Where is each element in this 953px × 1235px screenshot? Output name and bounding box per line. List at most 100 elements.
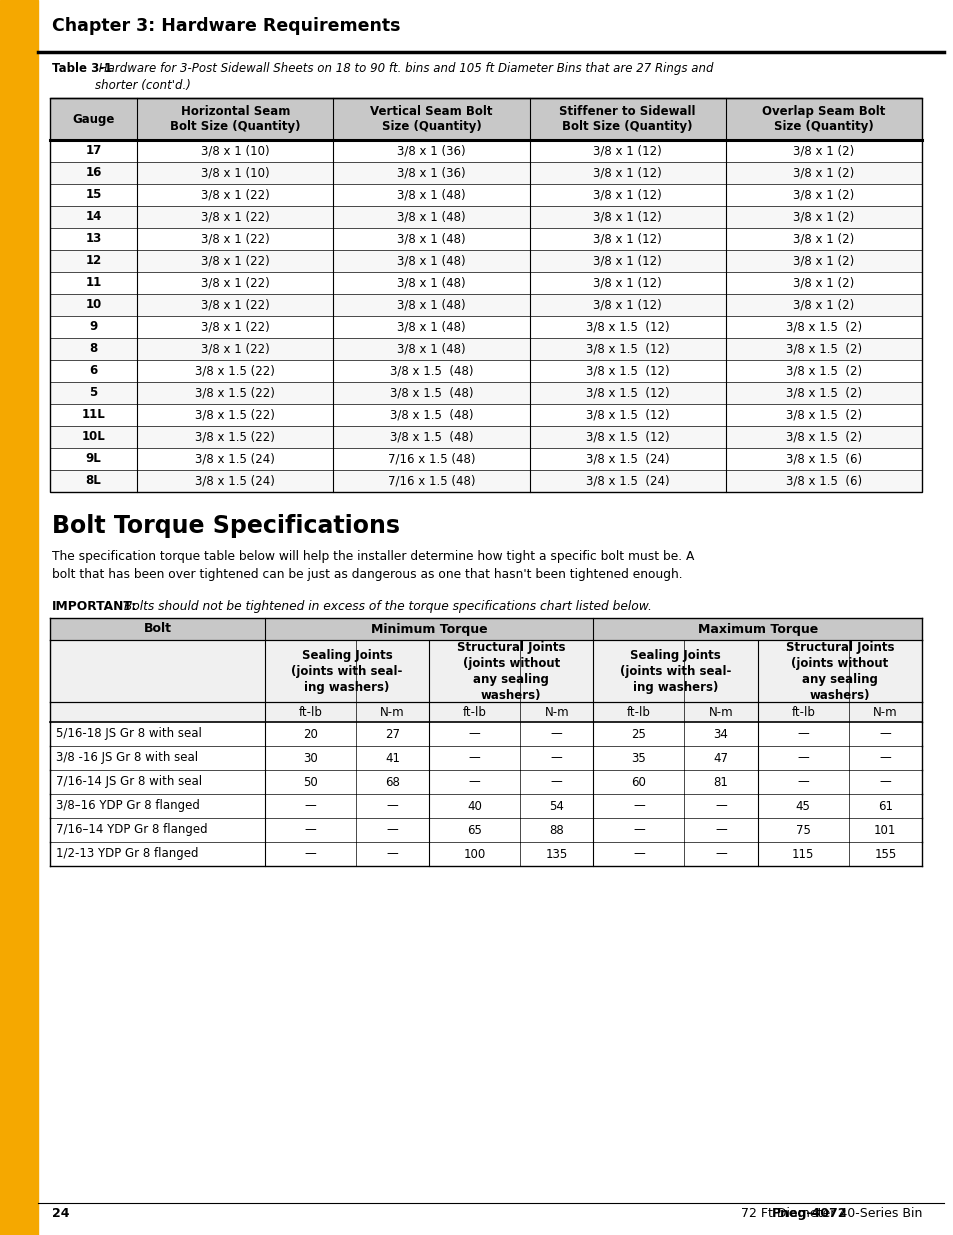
Text: 3/8 x 1.5  (48): 3/8 x 1.5 (48): [390, 409, 473, 421]
Text: —: —: [550, 776, 562, 788]
Bar: [50, 794, 921, 818]
Bar: [50, 272, 921, 294]
Text: 1/2-13 YDP Gr 8 flanged: 1/2-13 YDP Gr 8 flanged: [56, 847, 198, 861]
Text: —: —: [633, 799, 644, 813]
Text: 3/8–16 YDP Gr 8 flanged: 3/8–16 YDP Gr 8 flanged: [56, 799, 200, 813]
Text: 3/8 x 1 (2): 3/8 x 1 (2): [793, 144, 854, 158]
Text: The specification torque table below will help the installer determine how tight: The specification torque table below wil…: [52, 550, 694, 580]
Text: —: —: [468, 752, 480, 764]
Text: 10L: 10L: [82, 431, 106, 443]
Text: 101: 101: [873, 824, 896, 836]
Text: 3/8 x 1 (22): 3/8 x 1 (22): [201, 342, 270, 356]
Bar: [50, 640, 921, 701]
Text: —: —: [797, 752, 808, 764]
Text: 3/8 x 1 (48): 3/8 x 1 (48): [396, 232, 465, 246]
Text: —: —: [879, 727, 890, 741]
Text: 3/8 x 1 (12): 3/8 x 1 (12): [593, 277, 661, 289]
Text: Minimum Torque: Minimum Torque: [371, 622, 487, 636]
Text: 3/8 x 1 (2): 3/8 x 1 (2): [793, 232, 854, 246]
Text: ft-lb: ft-lb: [626, 705, 650, 719]
Text: 47: 47: [713, 752, 728, 764]
Text: —: —: [468, 776, 480, 788]
Bar: [50, 162, 921, 184]
Bar: [50, 746, 921, 769]
Text: —: —: [633, 847, 644, 861]
Text: 3/8 x 1 (2): 3/8 x 1 (2): [793, 167, 854, 179]
Text: 3/8 x 1.5 (24): 3/8 x 1.5 (24): [195, 474, 275, 488]
Bar: [50, 98, 921, 140]
Text: 3/8 x 1.5  (24): 3/8 x 1.5 (24): [585, 452, 669, 466]
Text: 3/8 -16 JS Gr 8 with seal: 3/8 -16 JS Gr 8 with seal: [56, 752, 198, 764]
Text: IMPORTANT:: IMPORTANT:: [52, 600, 137, 613]
Text: 25: 25: [631, 727, 646, 741]
Text: —: —: [304, 824, 315, 836]
Text: N-m: N-m: [544, 705, 569, 719]
Text: 3/8 x 1.5  (12): 3/8 x 1.5 (12): [585, 409, 669, 421]
Text: ft-lb: ft-lb: [790, 705, 814, 719]
Text: 3/8 x 1 (12): 3/8 x 1 (12): [593, 167, 661, 179]
Text: 3/8 x 1 (10): 3/8 x 1 (10): [201, 167, 270, 179]
Text: 5: 5: [90, 387, 97, 399]
Text: —: —: [386, 799, 398, 813]
Text: 10: 10: [86, 299, 102, 311]
Bar: [50, 618, 921, 640]
Text: 3/8 x 1.5  (2): 3/8 x 1.5 (2): [785, 387, 862, 399]
Text: 9: 9: [90, 321, 97, 333]
Bar: [50, 140, 921, 162]
Text: 12: 12: [86, 254, 102, 268]
Text: Chapter 3: Hardware Requirements: Chapter 3: Hardware Requirements: [52, 17, 400, 35]
Text: 3/8 x 1 (48): 3/8 x 1 (48): [396, 189, 465, 201]
Text: —: —: [879, 752, 890, 764]
Text: —: —: [550, 727, 562, 741]
Text: 72 Ft Diameter 40-Series Bin: 72 Ft Diameter 40-Series Bin: [736, 1207, 921, 1220]
Text: 60: 60: [631, 776, 646, 788]
Text: —: —: [304, 847, 315, 861]
Text: 3/8 x 1.5  (12): 3/8 x 1.5 (12): [585, 321, 669, 333]
Text: 3/8 x 1 (12): 3/8 x 1 (12): [593, 254, 661, 268]
Text: 3/8 x 1.5  (2): 3/8 x 1.5 (2): [785, 409, 862, 421]
Text: —: —: [386, 847, 398, 861]
Bar: [0, 0, 38, 1235]
Text: 45: 45: [795, 799, 810, 813]
Text: 3/8 x 1 (2): 3/8 x 1 (2): [793, 254, 854, 268]
Text: 3/8 x 1 (48): 3/8 x 1 (48): [396, 254, 465, 268]
Bar: [50, 228, 921, 249]
Text: 30: 30: [303, 752, 317, 764]
Text: 7/16 x 1.5 (48): 7/16 x 1.5 (48): [387, 452, 475, 466]
Text: 17: 17: [86, 144, 102, 158]
Text: 7/16-14 JS Gr 8 with seal: 7/16-14 JS Gr 8 with seal: [56, 776, 202, 788]
Text: 24: 24: [52, 1207, 70, 1220]
Text: 68: 68: [385, 776, 399, 788]
Bar: [50, 206, 921, 228]
Text: —: —: [468, 727, 480, 741]
Text: 3/8 x 1 (12): 3/8 x 1 (12): [593, 144, 661, 158]
Text: Vertical Seam Bolt
Size (Quantity): Vertical Seam Bolt Size (Quantity): [370, 105, 493, 133]
Bar: [50, 98, 921, 492]
Text: 3/8 x 1 (2): 3/8 x 1 (2): [793, 299, 854, 311]
Text: 11L: 11L: [82, 409, 106, 421]
Text: 3/8 x 1 (36): 3/8 x 1 (36): [396, 144, 465, 158]
Text: 9L: 9L: [86, 452, 101, 466]
Text: 40: 40: [467, 799, 481, 813]
Text: 3/8 x 1.5 (22): 3/8 x 1.5 (22): [195, 364, 275, 378]
Text: N-m: N-m: [708, 705, 733, 719]
Bar: [50, 249, 921, 272]
Bar: [50, 471, 921, 492]
Text: 3/8 x 1 (22): 3/8 x 1 (22): [201, 277, 270, 289]
Bar: [50, 769, 921, 794]
Text: —: —: [879, 776, 890, 788]
Text: 3/8 x 1 (22): 3/8 x 1 (22): [201, 210, 270, 224]
Text: —: —: [797, 727, 808, 741]
Bar: [50, 359, 921, 382]
Text: 3/8 x 1.5  (2): 3/8 x 1.5 (2): [785, 364, 862, 378]
Text: —: —: [304, 799, 315, 813]
Text: Hardware for 3-Post Sidewall Sheets on 18 to 90 ft. bins and 105 ft Diameter Bin: Hardware for 3-Post Sidewall Sheets on 1…: [95, 62, 713, 91]
Text: 3/8 x 1 (48): 3/8 x 1 (48): [396, 342, 465, 356]
Text: 8: 8: [90, 342, 97, 356]
Text: 7/16 x 1.5 (48): 7/16 x 1.5 (48): [387, 474, 475, 488]
Text: 3/8 x 1.5 (22): 3/8 x 1.5 (22): [195, 387, 275, 399]
Text: 41: 41: [385, 752, 399, 764]
Text: 3/8 x 1.5 (24): 3/8 x 1.5 (24): [195, 452, 275, 466]
Bar: [50, 294, 921, 316]
Text: 3/8 x 1 (22): 3/8 x 1 (22): [201, 189, 270, 201]
